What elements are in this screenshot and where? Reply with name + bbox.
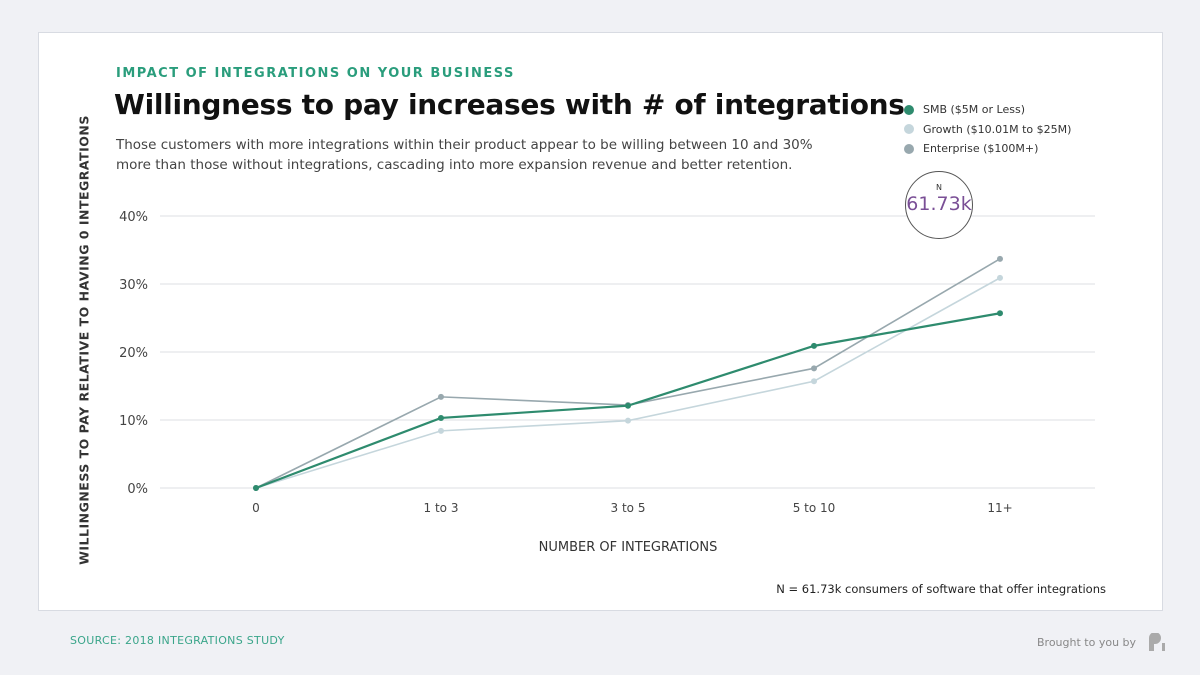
legend-marker-icon [904, 104, 914, 115]
data-point [811, 365, 817, 372]
x-tick-label: 0 [252, 501, 260, 515]
x-tick-label: 1 to 3 [424, 501, 459, 515]
data-point [625, 402, 631, 409]
brand-logo-icon [1148, 632, 1165, 651]
legend-item: Enterprise ($100M+) [904, 139, 1071, 159]
y-axis-label: WILLINGNESS TO PAY RELATIVE TO HAVING 0 … [76, 115, 92, 565]
legend-label: Enterprise ($100M+) [923, 142, 1039, 156]
data-point [997, 310, 1003, 317]
legend: SMB ($5M or Less) Growth ($10.01M to $25M… [904, 100, 1071, 159]
data-point [438, 427, 444, 434]
legend-item: SMB ($5M or Less) [904, 100, 1071, 120]
y-tick-label: 10% [119, 414, 148, 429]
y-tick-label: 0% [127, 482, 148, 497]
legend-item: Growth ($10.01M to $25M) [904, 120, 1071, 140]
subtitle: Those customers with more integrations w… [116, 137, 813, 173]
x-axis-label: NUMBER OF INTEGRATIONS [538, 540, 718, 555]
series-line-1 [255, 277, 1001, 489]
badge-label: N [936, 183, 942, 192]
data-point [997, 255, 1003, 262]
data-point [811, 342, 817, 349]
legend-label: Growth ($10.01M to $25M) [923, 122, 1072, 136]
y-tick-label: 20% [119, 346, 148, 361]
source: SOURCE: 2018 INTEGRATIONS STUDY [70, 634, 285, 647]
data-point [438, 393, 444, 400]
x-tick-label: 5 to 10 [793, 501, 836, 515]
badge-value: 61.73k [906, 193, 972, 215]
data-point [253, 485, 259, 491]
data-point [997, 274, 1003, 281]
x-tick-label: 3 to 5 [611, 501, 646, 515]
sample-size-badge: N 61.73k [905, 171, 973, 239]
x-tick-label: 11+ [987, 501, 1012, 515]
eyebrow: IMPACT OF INTEGRATIONS ON YOUR BUSINESS [116, 66, 515, 81]
y-tick-label: 40% [119, 210, 148, 225]
page-title: Willingness to pay increases with # of i… [114, 88, 905, 121]
y-tick-label: 30% [119, 278, 148, 293]
chart-card [38, 32, 1163, 611]
brought-text: Brought to you by [1037, 636, 1137, 649]
data-point [811, 378, 817, 385]
legend-marker-icon [904, 143, 914, 154]
legend-marker-icon [904, 124, 914, 135]
brought-to-you-by: Brought to you by [1037, 632, 1168, 653]
legend-label: SMB ($5M or Less) [923, 103, 1025, 117]
data-point [625, 417, 631, 424]
data-point [438, 414, 444, 421]
footnote: N = 61.73k consumers of software that of… [776, 582, 1106, 596]
